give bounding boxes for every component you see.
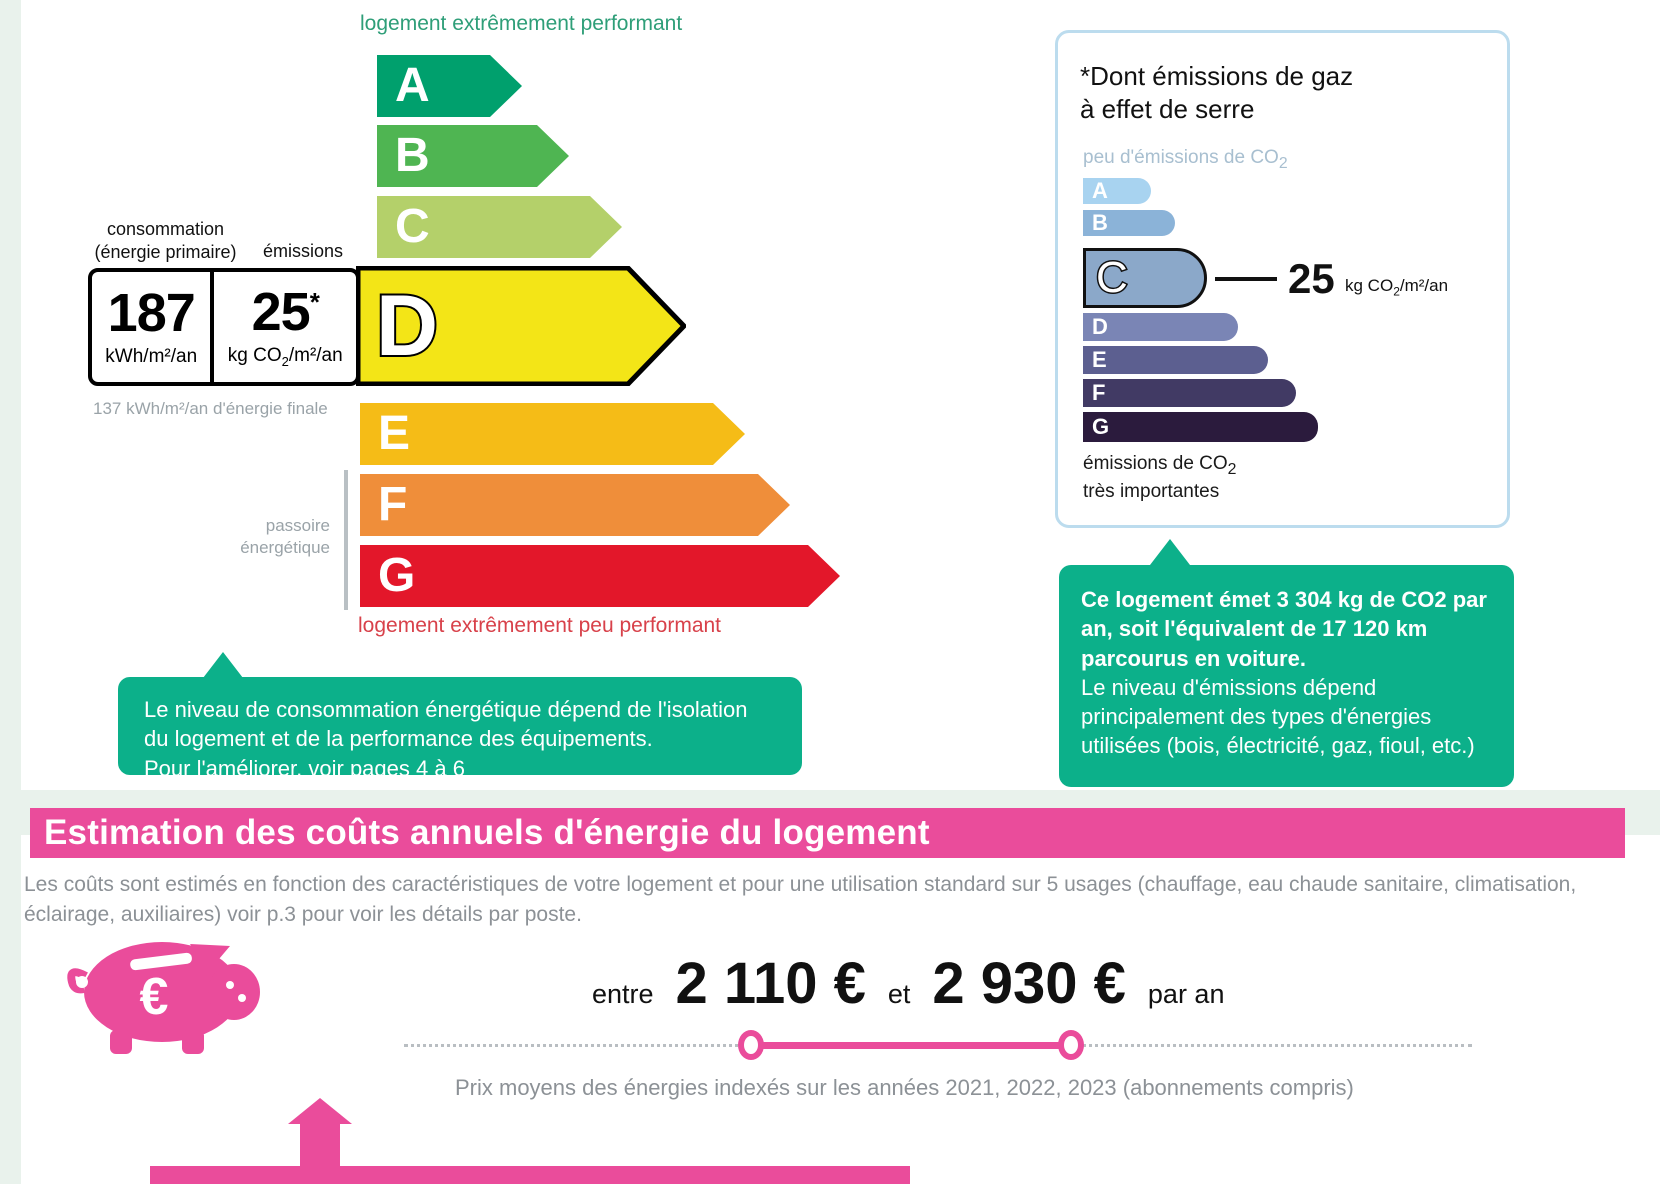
energy-top-caption: logement extrêmement performant <box>360 12 683 35</box>
price-slider-track <box>752 1042 1070 1049</box>
co2-value-unit: kg CO2/m²/an <box>1345 276 1449 299</box>
price-min: 2 110 € <box>675 951 866 1016</box>
co2-bar-g: G <box>1083 412 1318 442</box>
co2-bar-e: E <box>1083 346 1268 374</box>
energy-bar-letter: F <box>378 478 408 531</box>
column-head-consumption: consommation (énergie primaire) <box>94 219 237 262</box>
co2-bottom-label: émissions de CO2 très importantes <box>1083 453 1237 503</box>
energy-callout-text: Le niveau de consommation énergétique dé… <box>144 697 748 781</box>
emissions-value: 25* <box>251 282 320 343</box>
co2-panel-title: *Dont émissions de gaz à effet de serre <box>1080 61 1354 125</box>
energy-bar-b: B <box>377 125 569 187</box>
emissions-callout-tip <box>1150 539 1190 565</box>
svg-text:€: € <box>140 968 169 1026</box>
co2-bar-letter: G <box>1092 414 1110 439</box>
cost-banner: Estimation des coûts annuels d'énergie d… <box>30 808 1625 858</box>
consumption-value: 187 <box>107 283 196 343</box>
energy-bar-g: G <box>360 545 840 607</box>
passoire-rule <box>344 470 348 610</box>
energy-bar-f: F <box>360 474 790 536</box>
emissions-value-cell: 25* kg CO2/m²/an <box>214 272 356 382</box>
co2-bar-letter: F <box>1092 380 1106 405</box>
co2-bar-a: A <box>1083 178 1151 204</box>
co2-bar-letter: B <box>1092 210 1108 235</box>
energy-active-letter: D <box>374 278 440 374</box>
co2-bar-f: F <box>1083 379 1296 407</box>
energy-bar-letter: C <box>395 200 430 253</box>
cost-description: Les coûts sont estimés en fonction des c… <box>24 873 1577 927</box>
co2-bar-b: B <box>1083 210 1175 236</box>
emissions-callout-normal: Le niveau d'émissions dépend principalem… <box>1081 674 1475 759</box>
consumption-unit: kWh/m²/an <box>105 346 198 367</box>
energy-bottom-caption: logement extrêmement peu performant <box>358 614 722 637</box>
price-suffix: par an <box>1147 979 1225 1009</box>
lower-edge-strip <box>0 835 21 1184</box>
price-max: 2 930 € <box>932 951 1126 1016</box>
energy-bar-letter: A <box>395 59 430 112</box>
energy-callout: Le niveau de consommation énergétique dé… <box>118 677 802 781</box>
price-slider-caption: Prix moyens des énergies indexés sur les… <box>455 1075 1354 1100</box>
final-energy-note: 137 kWh/m²/an d'énergie finale <box>93 399 328 418</box>
co2-bar-letter: D <box>1092 314 1108 339</box>
co2-top-label: peu d'émissions de CO2 <box>1083 147 1288 172</box>
piggy-bank-icon: € <box>67 942 260 1054</box>
energy-bar-d-letter-wrap: D <box>356 266 686 386</box>
lower-section-background <box>0 835 1660 1184</box>
price-slider-knob-max[interactable] <box>1058 1030 1084 1060</box>
cost-banner-title: Estimation des coûts annuels d'énergie d… <box>44 813 930 852</box>
price-slider-knob-min[interactable] <box>738 1030 764 1060</box>
energy-callout-tip <box>203 652 243 678</box>
energy-bar-letter: B <box>395 129 430 182</box>
co2-bar-letter: E <box>1092 347 1107 372</box>
energy-bar-letter: G <box>378 549 416 602</box>
energy-bar-a: A <box>377 55 522 117</box>
emissions-callout: Ce logement émet 3 304 kg de CO2 par an,… <box>1059 565 1514 787</box>
co2-bar-d: D <box>1083 313 1238 341</box>
emissions-unit: kg CO2/m²/an <box>227 345 343 369</box>
co2-active-letter: C <box>1095 253 1130 302</box>
column-head-emissions: émissions <box>262 241 344 261</box>
energy-bar-letter: E <box>378 407 411 460</box>
energy-bar-c: C <box>377 196 622 258</box>
price-prefix: entre <box>592 979 654 1009</box>
price-range-line: entre 2 110 € et 2 930 € par an <box>592 955 1224 1013</box>
passoire-label: passoire énergétique <box>240 516 330 558</box>
price-conjunction: et <box>887 979 911 1009</box>
co2-bar-letter: A <box>1092 178 1108 203</box>
consumption-value-cell: 187 kWh/m²/an <box>92 272 215 382</box>
bottom-pink-arrow <box>150 1098 910 1184</box>
co2-value: 25 <box>1288 255 1335 302</box>
energy-bar-e: E <box>360 403 745 465</box>
energy-value-box: 187 kWh/m²/an 25* kg CO2/m²/an <box>88 268 360 386</box>
co2-leader-line <box>1215 277 1277 281</box>
co2-bar-c-active: C <box>1083 248 1207 308</box>
emissions-callout-bold: Ce logement émet 3 304 kg de CO2 par an,… <box>1081 587 1487 671</box>
